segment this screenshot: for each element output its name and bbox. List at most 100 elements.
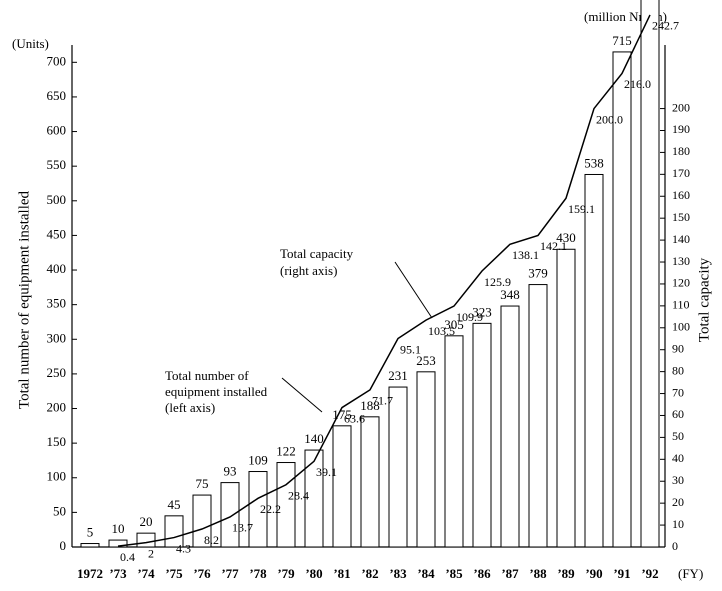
line-value-label: 0.4 xyxy=(120,550,135,564)
bar-value-label: 715 xyxy=(612,33,632,48)
y-tick-label: 350 xyxy=(47,296,67,311)
x-tick-label: ’73 xyxy=(109,566,127,581)
x-tick-label: ’77 xyxy=(221,566,239,581)
y-tick-label: 150 xyxy=(47,434,67,449)
y-tick-label: 400 xyxy=(47,261,67,276)
line-value-label: 71.7 xyxy=(372,394,393,408)
bar xyxy=(640,0,660,548)
x-tick-label: ’83 xyxy=(389,566,407,581)
y2-tick-label: 160 xyxy=(672,188,690,202)
y-tick-label: 0 xyxy=(60,538,67,553)
line-value-label: 4.3 xyxy=(176,541,191,555)
y2-tick-label: 30 xyxy=(672,473,684,487)
bar xyxy=(192,494,212,548)
y-axis-title: Total number of equipment installed xyxy=(16,190,32,409)
y2-tick-label: 170 xyxy=(672,166,690,180)
annotation: equipment installed xyxy=(165,384,268,399)
x-tick-label: ’75 xyxy=(165,566,183,581)
bar xyxy=(612,51,632,548)
y2-tick-label: 140 xyxy=(672,232,690,246)
bar-value-label: 305 xyxy=(444,317,464,332)
y2-tick-label: 110 xyxy=(672,298,690,312)
bar xyxy=(360,416,380,548)
y-tick-label: 500 xyxy=(47,192,67,207)
line-value-label: 63.6 xyxy=(344,411,365,425)
x-tick-label: ’79 xyxy=(277,566,295,581)
line-value-label: 125.9 xyxy=(484,275,511,289)
y2-tick-label: 180 xyxy=(672,144,690,158)
line-value-label: 13.7 xyxy=(232,521,253,535)
y2-tick-label: 40 xyxy=(672,451,684,465)
bar xyxy=(248,471,268,548)
bar xyxy=(276,462,296,548)
x-tick-label: ’91 xyxy=(613,566,630,581)
y2-tick-label: 100 xyxy=(672,320,690,334)
line-value-label: 22.2 xyxy=(260,502,281,516)
line-value-label: 2 xyxy=(148,546,154,560)
x-tick-label: ’80 xyxy=(305,566,322,581)
x-tick-label: ’85 xyxy=(445,566,463,581)
x-tick-label: ’90 xyxy=(585,566,602,581)
y2-tick-label: 200 xyxy=(672,100,690,114)
bar-value-label: 430 xyxy=(556,230,576,245)
bar-value-label: 122 xyxy=(276,444,296,459)
bar xyxy=(164,515,184,548)
y2-tick-label: 190 xyxy=(672,122,690,136)
annotation: Total capacity xyxy=(280,246,354,261)
bar-value-label: 538 xyxy=(584,155,604,170)
line-value-label: 95.1 xyxy=(400,342,421,356)
annotation: (left axis) xyxy=(165,400,215,415)
line xyxy=(117,14,651,547)
annotation: (right axis) xyxy=(280,263,337,278)
line-value-label: 142.1 xyxy=(540,239,567,253)
line-value-label: 159.1 xyxy=(568,202,595,216)
y2-tick-label: 60 xyxy=(672,407,684,421)
y-tick-label: 650 xyxy=(47,88,67,103)
x-tick-label: ’86 xyxy=(473,566,491,581)
bar xyxy=(220,482,240,548)
y-tick-label: 600 xyxy=(47,123,67,138)
bar-value-label: 188 xyxy=(360,398,380,413)
bar-value-label: 323 xyxy=(472,304,492,319)
bar-value-label: 379 xyxy=(528,266,548,281)
line-value-label: 28.4 xyxy=(288,488,309,502)
line-value-label: 216.0 xyxy=(624,77,651,91)
line-value-label: 138.1 xyxy=(512,248,539,262)
line-value-label: 39.1 xyxy=(316,465,337,479)
bar-value-label: 45 xyxy=(168,497,181,512)
bar-value-label: 348 xyxy=(500,287,520,302)
y2-axis-title: Total capacity xyxy=(696,257,712,342)
x-tick-label: ’82 xyxy=(361,566,378,581)
bar xyxy=(528,284,548,548)
x-tick-label: ’76 xyxy=(193,566,211,581)
bar-value-label: 20 xyxy=(140,514,153,529)
bar xyxy=(136,532,156,548)
y-tick-label: 50 xyxy=(53,503,66,518)
y-tick-label: 550 xyxy=(47,157,67,172)
x-tick-label: ’81 xyxy=(333,566,350,581)
y2-tick-label: 0 xyxy=(672,539,678,553)
y-tick-label: 100 xyxy=(47,469,67,484)
y2-tick-label: 90 xyxy=(672,341,684,355)
x-tick-label: ’74 xyxy=(137,566,155,581)
bar-value-label: 109 xyxy=(248,453,268,468)
line-value-label: 200.0 xyxy=(596,112,623,126)
x-tick-label: ’78 xyxy=(249,566,267,581)
line-value-label: 8.2 xyxy=(204,533,219,547)
y-tick-label: 700 xyxy=(47,53,67,68)
bar xyxy=(472,322,492,548)
y2-tick-label: 10 xyxy=(672,517,684,531)
line-value-label: 109.9 xyxy=(456,310,483,324)
x-tick-label: ’84 xyxy=(417,566,435,581)
bar xyxy=(332,425,352,548)
leader-line xyxy=(281,377,323,413)
bar-value-label: 140 xyxy=(304,431,324,446)
y2-tick-label: 20 xyxy=(672,495,684,509)
y-tick-label: 450 xyxy=(47,226,67,241)
y-tick-label: 250 xyxy=(47,365,67,380)
bar xyxy=(444,335,464,548)
y2-tick-label: 50 xyxy=(672,429,684,443)
y-unit: (Units) xyxy=(12,36,49,51)
annotation: Total number of xyxy=(165,368,249,383)
bar-value-label: 253 xyxy=(416,353,436,368)
